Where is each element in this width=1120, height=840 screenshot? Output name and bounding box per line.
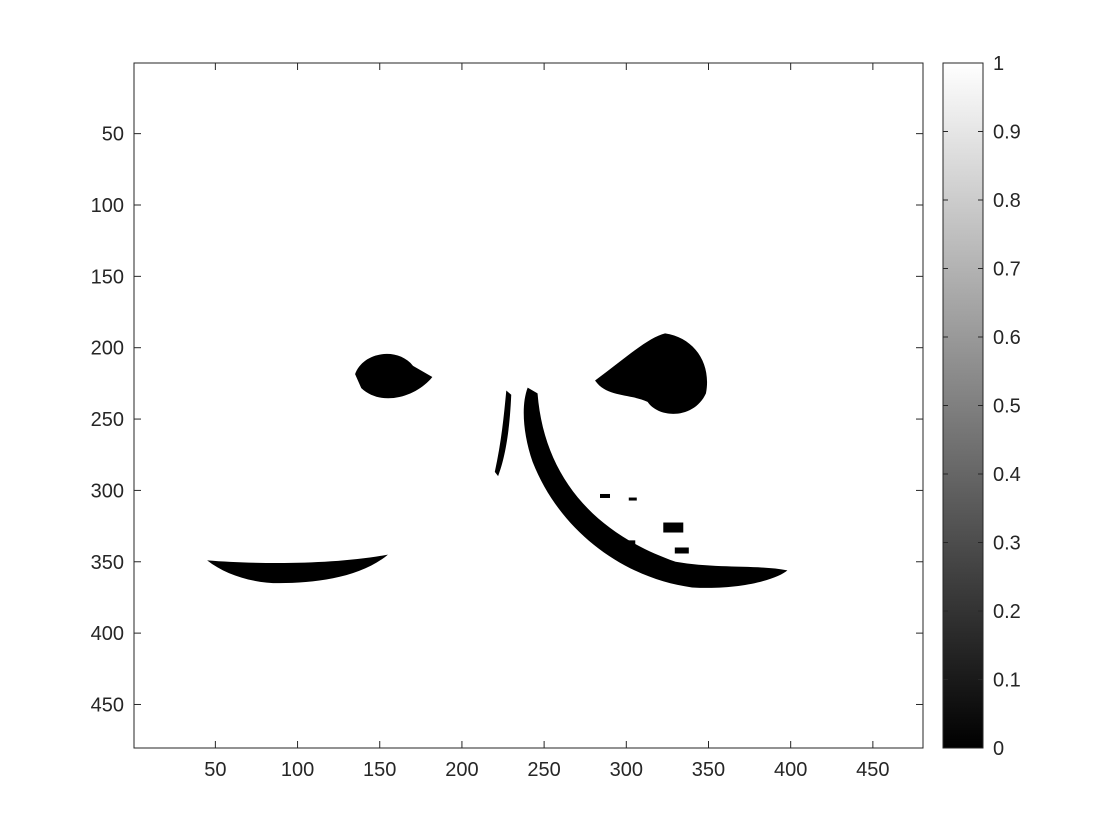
x-tick-label: 200	[445, 759, 478, 781]
x-tick-label: 150	[363, 759, 396, 781]
colorbar: 0 0.1 0.2 0.3 0.4 0.5 0.6 0.7 0.8 0.9 1	[942, 53, 1021, 760]
y-tick-label: 300	[91, 480, 124, 502]
colorbar-ticks: 0 0.1 0.2 0.3 0.4 0.5 0.6 0.7 0.8 0.9 1	[943, 53, 1021, 760]
region-left-eye	[355, 353, 433, 399]
colorbar-tick-label: 0.9	[993, 122, 1021, 144]
x-tick-label: 100	[281, 759, 314, 781]
colorbar-tick-label: 1	[993, 53, 1004, 75]
speck	[674, 547, 689, 554]
colorbar-tick-label: 0	[993, 738, 1004, 760]
image-regions	[207, 333, 788, 588]
speck	[600, 493, 611, 498]
y-tick-label: 50	[102, 124, 124, 146]
speck	[594, 526, 607, 532]
x-tick-label: 450	[856, 759, 889, 781]
speck	[646, 554, 657, 560]
y-tick-label: 400	[91, 623, 124, 645]
y-tick-label: 350	[91, 552, 124, 574]
region-left-mouth	[207, 554, 388, 584]
region-nose-curve	[523, 387, 788, 588]
colorbar-tick-label: 0.3	[993, 533, 1021, 555]
region-right-eye	[595, 333, 708, 414]
colorbar-tick-label: 0.4	[993, 464, 1021, 486]
y-tick-label: 200	[91, 338, 124, 360]
region-cheek-specks	[594, 493, 689, 560]
y-tick-label: 250	[91, 409, 124, 431]
axes-frame	[133, 62, 924, 749]
y-axis-ticks: 50 100 150 200 250 300 350 400 450	[91, 124, 923, 716]
x-tick-label: 250	[527, 759, 560, 781]
region-nose-left-stroke	[494, 390, 512, 477]
x-tick-label: 50	[204, 759, 226, 781]
x-tick-label: 300	[610, 759, 643, 781]
y-tick-label: 450	[91, 694, 124, 716]
colorbar-tick-label: 0.2	[993, 601, 1021, 623]
x-axis-ticks: 50 100 150 200 250 300 350 400 450	[204, 63, 890, 781]
speck	[663, 522, 684, 533]
plot-area: 50 100 150 200 250 300 350 400 450 50 100 150 200 25…	[91, 62, 924, 781]
x-tick-label: 350	[692, 759, 725, 781]
colorbar-gradient	[942, 62, 984, 749]
colorbar-tick-label: 0.1	[993, 670, 1021, 692]
colorbar-tick-label: 0.5	[993, 396, 1021, 418]
colorbar-tick-label: 0.6	[993, 327, 1021, 349]
y-tick-label: 150	[91, 266, 124, 288]
speck	[617, 540, 636, 547]
colorbar-tick-label: 0.8	[993, 190, 1021, 212]
x-tick-label: 400	[774, 759, 807, 781]
y-tick-label: 100	[91, 195, 124, 217]
colorbar-tick-label: 0.7	[993, 259, 1021, 281]
speck	[628, 497, 637, 501]
